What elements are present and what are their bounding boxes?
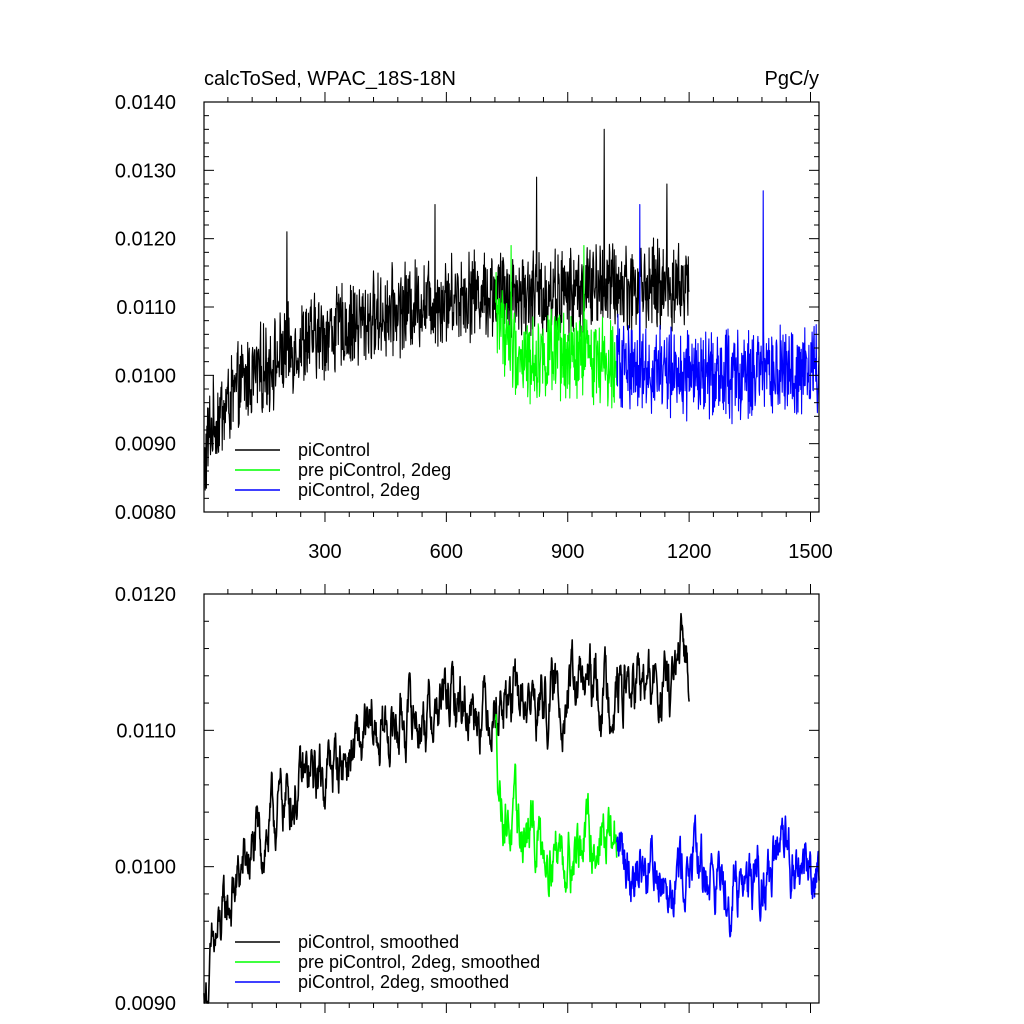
x-tick-label: 600 — [430, 541, 463, 563]
y-tick-label: 0.0140 — [115, 92, 176, 114]
legend-label: piControl — [298, 440, 370, 460]
x-tick-label: 900 — [551, 541, 584, 563]
top-panel: 0.0080 0.0090 0.0100 0.0110 0.0120 0.0130 0.01… — [115, 92, 833, 563]
series-line-picontrol-2deg — [616, 190, 820, 425]
y-tick-label: 0.0080 — [115, 502, 176, 524]
x-tick-label: 300 — [308, 541, 341, 563]
legend-label: pre piControl, 2deg — [298, 460, 451, 480]
legend-label: piControl, 2deg — [298, 480, 420, 500]
y-tick-label: 0.0090 — [115, 993, 176, 1015]
y-tick-label: 0.0110 — [116, 297, 176, 319]
y-tick-label: 0.0090 — [115, 434, 176, 456]
y-tick-label: 0.0120 — [115, 229, 176, 251]
y-tick-label: 0.0100 — [115, 857, 176, 879]
series-line-pre-picontrol-2deg — [495, 244, 618, 409]
legend-label: piControl, smoothed — [298, 932, 459, 952]
x-tick-label: 1200 — [667, 541, 712, 563]
legend-label: piControl, 2deg, smoothed — [298, 972, 509, 992]
bottom-panel: 0.0090 0.0100 0.0110 0.0120 piControl, smoot… — [115, 584, 820, 1015]
y-tick-label: 0.0120 — [115, 584, 176, 606]
series-line-picontrol-2deg-smoothed — [615, 814, 820, 938]
plot-frame — [203, 593, 820, 1004]
series-line-pre-picontrol-2deg-smoothed — [494, 713, 618, 898]
y-tick-label: 0.0130 — [115, 160, 176, 182]
y-tick-label: 0.0100 — [115, 365, 176, 387]
y-tick-label: 0.0110 — [116, 720, 176, 742]
series-line-picontrol — [203, 128, 690, 491]
series-line-picontrol-smoothed — [203, 612, 690, 1004]
x-tick-label: 1500 — [788, 541, 833, 563]
chart-title: calcToSed, WPAC_18S-18N — [204, 68, 456, 90]
chart-units: PgC/y — [765, 68, 819, 90]
legend-label: pre piControl, 2deg, smoothed — [298, 952, 540, 972]
